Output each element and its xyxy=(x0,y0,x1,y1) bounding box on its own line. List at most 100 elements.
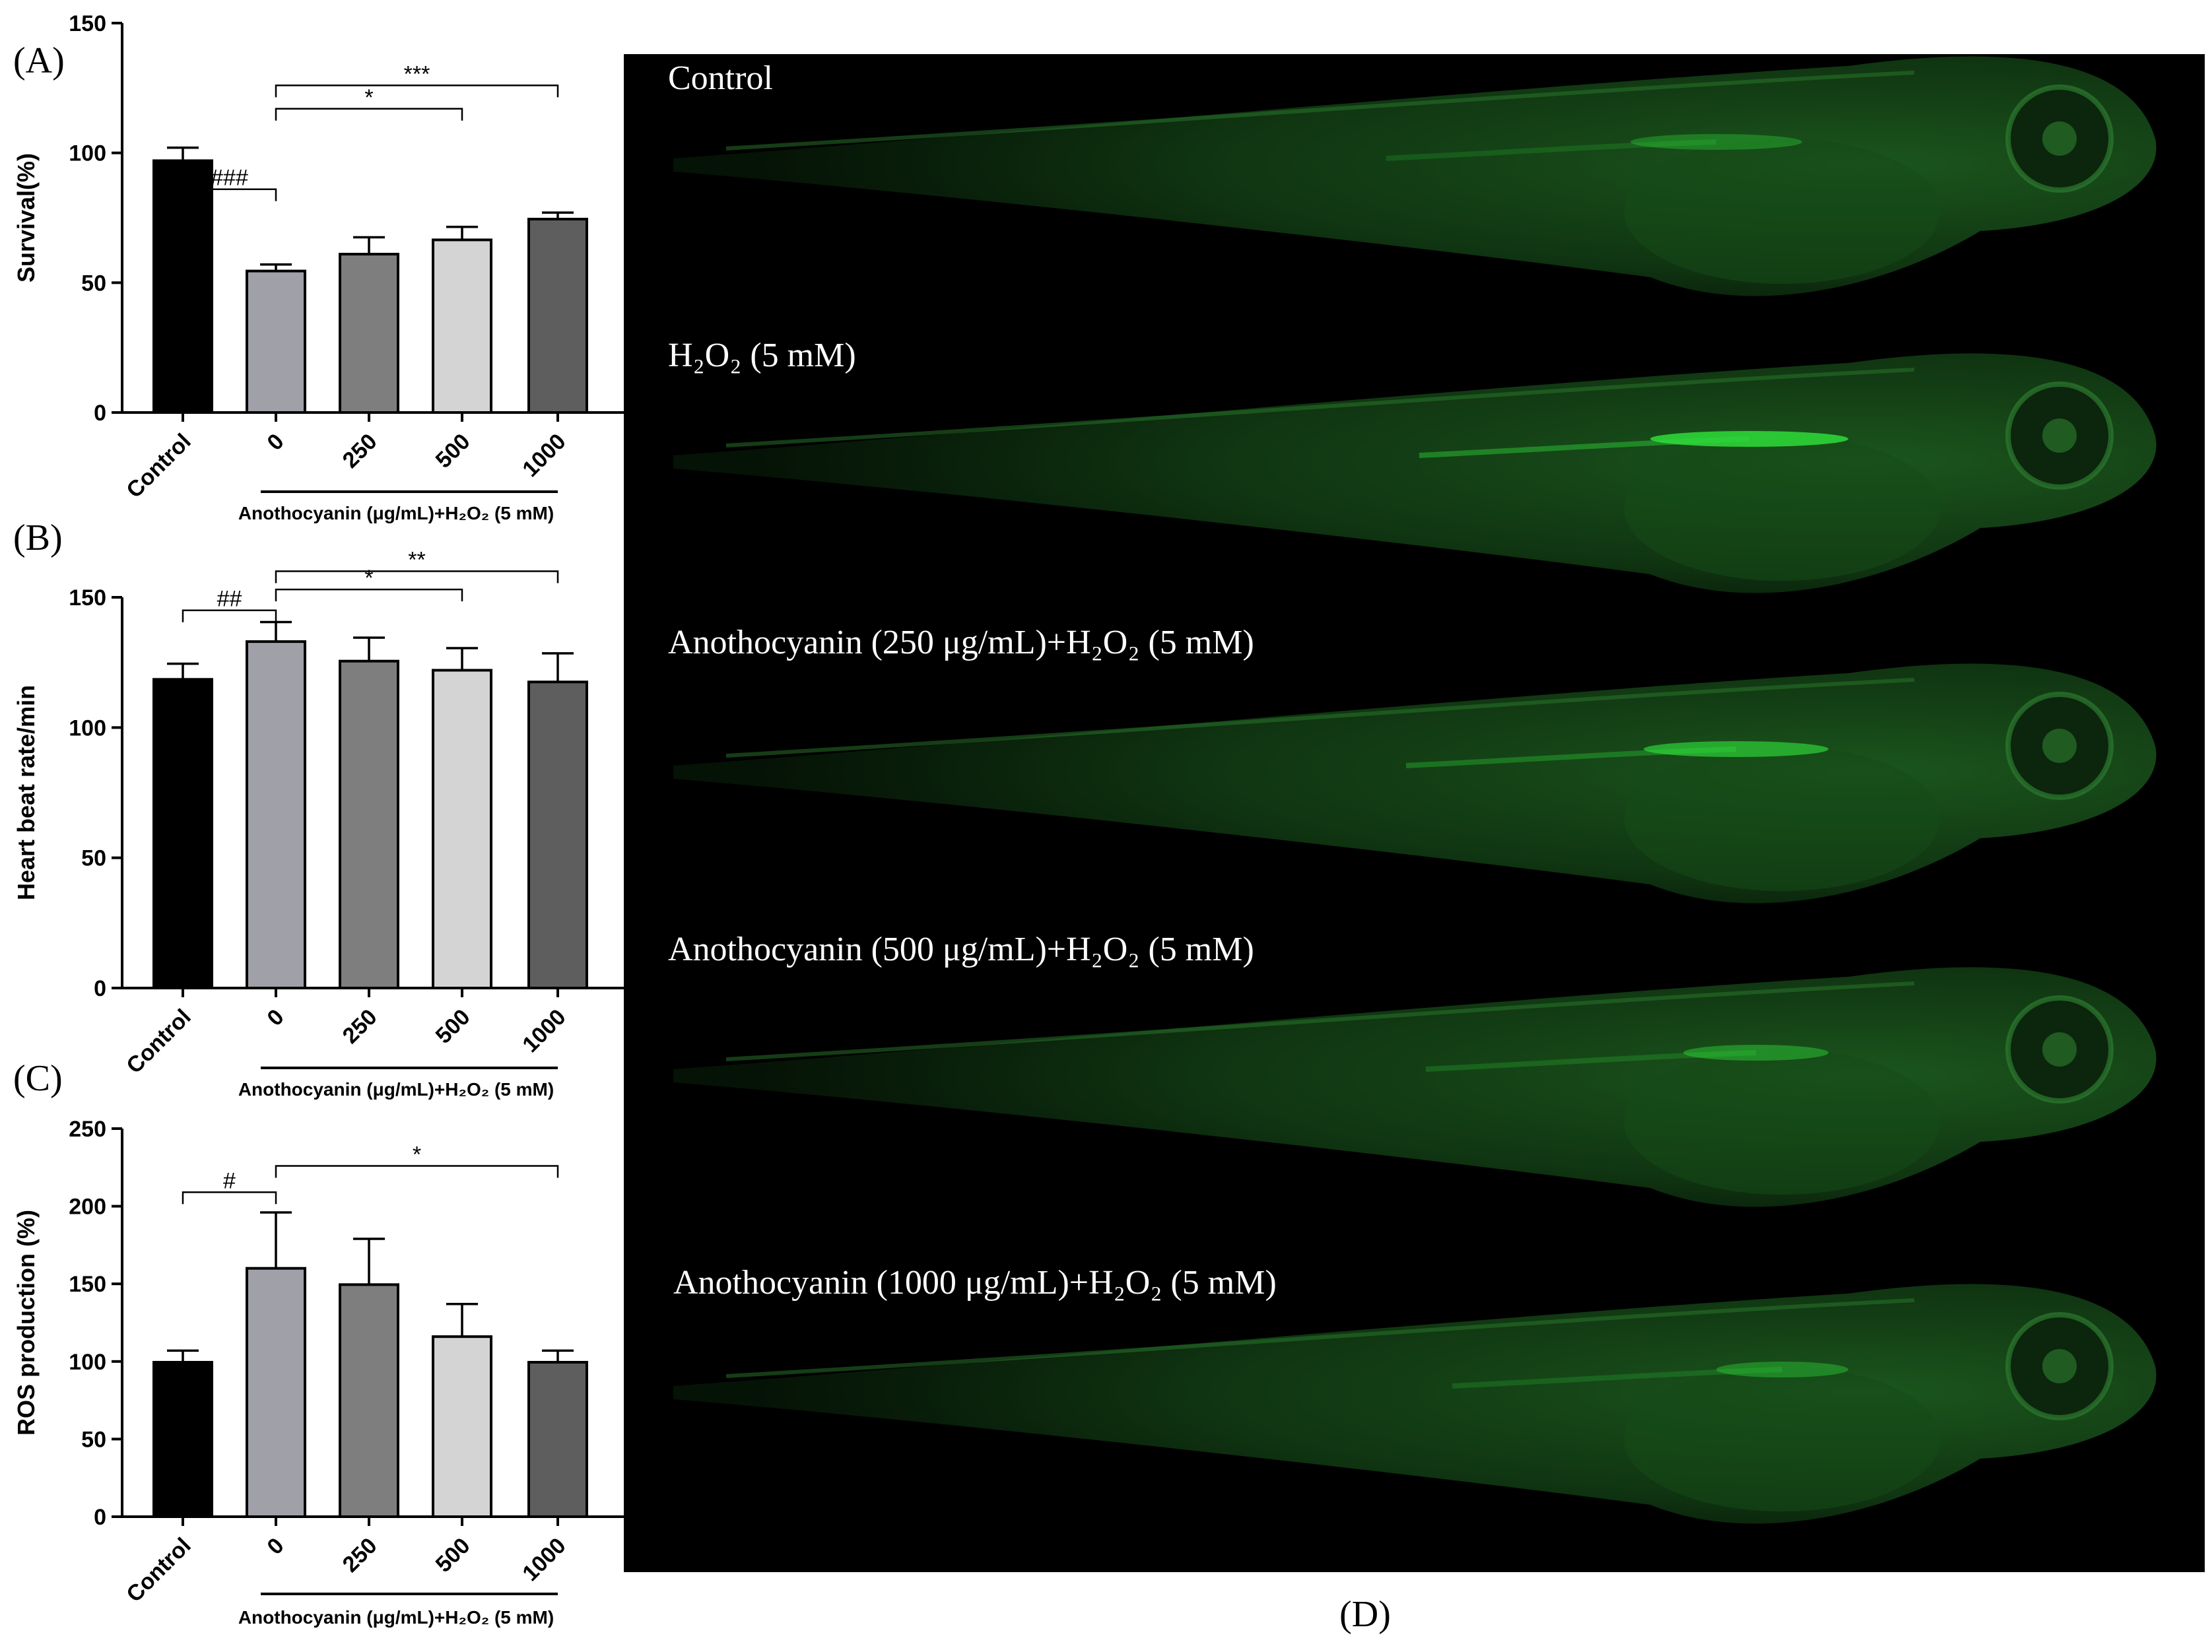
significance-bracket xyxy=(275,588,463,602)
larva-notochord xyxy=(725,981,1915,1061)
bar-0 xyxy=(246,640,306,989)
larva-pupil xyxy=(2042,121,2077,156)
y-axis-title: ROS production (%) xyxy=(13,1210,40,1436)
x-tick-label: 500 xyxy=(431,1005,475,1049)
y-tick-label: 50 xyxy=(81,846,106,871)
larva-notochord xyxy=(725,678,1915,758)
bar-500 xyxy=(432,238,492,414)
micrograph-label: Control xyxy=(668,59,773,97)
panel-label: (C) xyxy=(13,1058,63,1099)
x-tick-label: 250 xyxy=(338,1533,382,1577)
significance-bracket xyxy=(182,188,277,201)
significance-marker: ** xyxy=(408,548,425,573)
y-tick-label: 100 xyxy=(69,1350,106,1375)
group-label: Anothocyanin (μg/mL)+H₂O₂ (5 mM) xyxy=(238,503,554,523)
larva-pupil xyxy=(2042,1349,2077,1383)
y-tick-label: 200 xyxy=(69,1195,106,1220)
y-tick-label: 0 xyxy=(94,1505,106,1530)
fluorescence-signal xyxy=(1644,741,1828,757)
x-tick-label: 250 xyxy=(338,1005,382,1049)
zebrafish-larva xyxy=(673,967,2157,1207)
y-tick-label: 50 xyxy=(81,1427,106,1452)
significance-marker: ### xyxy=(211,166,248,191)
y-tick-label: 100 xyxy=(69,715,106,741)
significance-bracket xyxy=(182,609,277,622)
fluorescence-trail xyxy=(1405,746,1737,768)
significance-marker: * xyxy=(364,566,373,591)
fluorescence-trail xyxy=(1386,139,1717,161)
fluorescence-trail xyxy=(1425,1050,1757,1072)
bar-1000 xyxy=(527,217,588,414)
bar-250 xyxy=(339,1283,399,1518)
x-tick-label: 500 xyxy=(431,1533,475,1577)
fluorescence-signal xyxy=(1630,134,1802,150)
significance-marker: * xyxy=(413,1142,421,1167)
fluorescence-signal xyxy=(1716,1362,1848,1377)
x-tick-label: 0 xyxy=(262,1533,288,1560)
y-axis-title: Survival(%) xyxy=(13,153,40,282)
significance-marker: * xyxy=(364,85,373,110)
x-tick-label: 1000 xyxy=(518,1005,570,1057)
y-tick-label: 250 xyxy=(69,1117,106,1142)
significance-bracket xyxy=(275,84,559,98)
panel-d-label: (D) xyxy=(1339,1594,1391,1635)
x-tick-label: 0 xyxy=(262,1005,288,1031)
x-tick-label: 1000 xyxy=(518,1533,570,1586)
larva-yolk xyxy=(1624,746,1941,891)
bar-control xyxy=(152,1360,213,1519)
larva-notochord xyxy=(725,1298,1915,1378)
significance-bracket xyxy=(275,108,463,121)
x-tick-label: 250 xyxy=(338,429,382,473)
y-tick-label: 100 xyxy=(69,141,106,166)
y-tick-label: 150 xyxy=(69,585,106,611)
larva-pupil xyxy=(2042,1032,2077,1067)
bar-1000 xyxy=(527,1360,588,1519)
y-tick-label: 0 xyxy=(94,401,106,426)
panel-label: (B) xyxy=(13,517,63,558)
y-tick-label: 150 xyxy=(69,1272,106,1297)
fluorescence-trail xyxy=(1452,1367,1783,1389)
significance-bracket xyxy=(275,570,559,583)
micrograph-label: Anothocyanin (1000 μg/mL)+H₂O₂ (5 mM) xyxy=(673,1264,1277,1302)
bar-250 xyxy=(339,659,399,990)
larva-pupil xyxy=(2042,729,2077,763)
fluorescence-signal xyxy=(1683,1045,1828,1061)
micrograph-label: H₂O₂ (5 mM) xyxy=(668,337,856,374)
bar-500 xyxy=(432,1335,492,1518)
larva-yolk xyxy=(1624,139,1941,284)
zebrafish-larvae xyxy=(673,56,2157,1524)
larva-yolk xyxy=(1624,1366,1941,1511)
larva-notochord xyxy=(725,368,1915,447)
x-tick-label: 500 xyxy=(431,429,475,473)
y-tick-label: 50 xyxy=(81,271,106,296)
larva-pupil xyxy=(2042,418,2077,453)
bar-control xyxy=(152,678,213,989)
panel-label: (A) xyxy=(13,40,65,81)
significance-marker: ## xyxy=(217,587,242,612)
zebrafish-larva xyxy=(673,1284,2157,1524)
x-tick-label: 0 xyxy=(262,429,288,455)
bar-0 xyxy=(246,1267,306,1519)
y-axis-title: Heart beat rate/min xyxy=(13,685,40,900)
bar-0 xyxy=(246,269,306,414)
micrograph-label: Anothocyanin (500 μg/mL)+H₂O₂ (5 mM) xyxy=(668,931,1254,968)
significance-bracket xyxy=(182,1191,277,1205)
significance-marker: *** xyxy=(404,61,430,86)
group-label: Anothocyanin (μg/mL)+H₂O₂ (5 mM) xyxy=(238,1079,554,1100)
larva-yolk xyxy=(1624,1049,1941,1195)
survival-chart: (A) 0 50 100 150 Survival(%) Control 0 250 500 100… xyxy=(13,11,624,523)
larva-yolk xyxy=(1624,436,1941,581)
zebrafish-larva xyxy=(673,56,2157,296)
bar-250 xyxy=(339,253,399,414)
heart-rate-chart: (B) 0 50 100 150 Heart beat rate/min Control 0 2… xyxy=(13,517,624,1100)
micrograph-label: Anothocyanin (250 μg/mL)+H₂O₂ (5 mM) xyxy=(668,624,1254,661)
significance-bracket xyxy=(275,1165,559,1178)
bar-1000 xyxy=(527,680,588,990)
significance-marker: # xyxy=(223,1168,236,1193)
fluorescence-micrograph-panel: Control H₂O₂ (5 mM) Anothocyanin (250 μg/m… xyxy=(624,54,2205,1635)
bar-500 xyxy=(432,669,492,989)
y-tick-label: 0 xyxy=(94,976,106,1001)
zebrafish-larva xyxy=(673,663,2157,904)
x-tick-label: Control xyxy=(121,429,195,503)
